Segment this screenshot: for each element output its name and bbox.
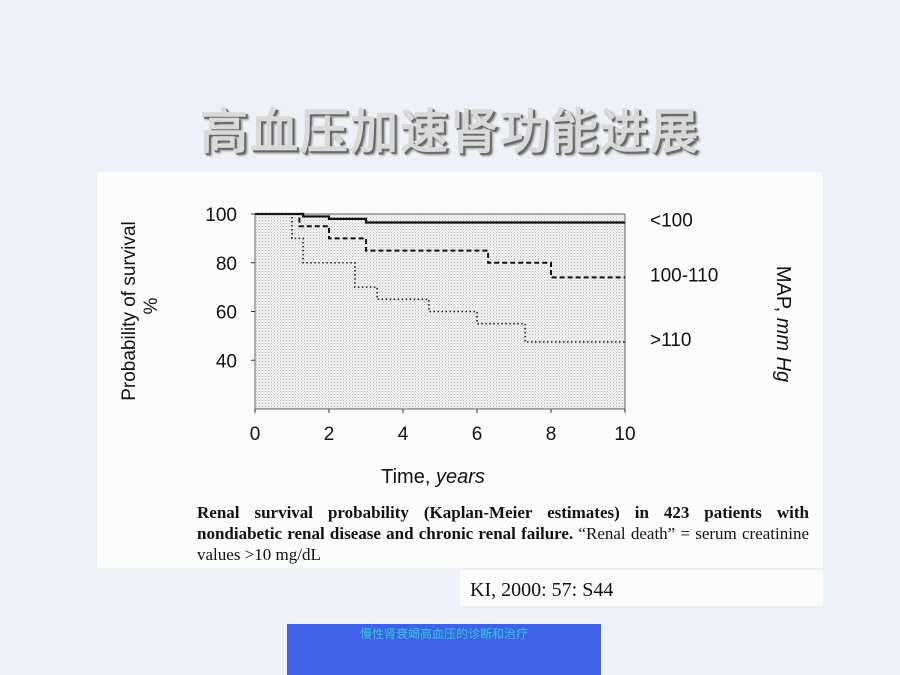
y-tick-label: 60 <box>216 303 237 324</box>
y-tick-label: 100 <box>205 205 237 226</box>
y-tick-label: 80 <box>216 254 237 275</box>
x-tick-label: 10 <box>614 424 635 445</box>
series-label: <100 <box>650 211 693 232</box>
slide-title: 高血压加速肾功能进展 <box>199 104 700 160</box>
legend-title: MAP, mm Hg <box>772 266 794 382</box>
x-tick-label: 2 <box>324 424 335 445</box>
y-tick-label: 40 <box>216 351 237 372</box>
x-tick-label: 4 <box>398 424 409 445</box>
legend-title-italic: mm Hg <box>772 318 794 382</box>
x-tick-label: 8 <box>546 424 557 445</box>
figure-caption: Renal survival probability (Kaplan-Meier… <box>197 502 809 565</box>
y-axis-title: Probability of survival <box>119 221 140 401</box>
x-tick-label: 0 <box>250 424 261 445</box>
x-tick-label: 6 <box>472 424 483 445</box>
axis-layer: 100 80 60 40 0 2 4 6 8 10 <box>205 205 635 445</box>
plot-area <box>254 213 626 410</box>
series-layer <box>255 212 625 343</box>
series-label: >110 <box>650 330 691 351</box>
series-line <box>255 212 625 224</box>
legend-title-main: MAP, <box>772 266 794 318</box>
x-axis-title-main: Time, <box>381 466 436 488</box>
citation-box: KI, 2000: 57: S44 <box>460 570 823 606</box>
x-axis-title: Time, years <box>381 466 485 488</box>
footer-bar: 慢性肾衰竭高血压的诊断和治疗 <box>287 624 601 675</box>
label-layer: <100 100-110 >110 Probability of survival % T… <box>119 211 794 488</box>
caption-normal-text: “Renal death” = serum creatinine values … <box>197 524 810 564</box>
x-axis-title-italic: years <box>434 466 485 488</box>
survival-chart: 100 80 60 40 0 2 4 6 8 10 <100 100-110 >110 Probabil… <box>119 205 794 488</box>
footer-text: 慢性肾衰竭高血压的诊断和治疗 <box>359 627 528 641</box>
plot-background <box>254 213 626 410</box>
figure-panel: 100 80 60 40 0 2 4 6 8 10 <100 100-110 >110 Probabil… <box>97 172 823 568</box>
series-line <box>255 213 625 279</box>
citation-text: KI, 2000: 57: S44 <box>470 579 614 601</box>
y-axis-unit: % <box>141 297 162 314</box>
series-line <box>255 213 625 343</box>
series-label: 100-110 <box>650 265 718 286</box>
caption-bold-text: Renal survival probability (Kaplan-Meier… <box>197 503 809 543</box>
